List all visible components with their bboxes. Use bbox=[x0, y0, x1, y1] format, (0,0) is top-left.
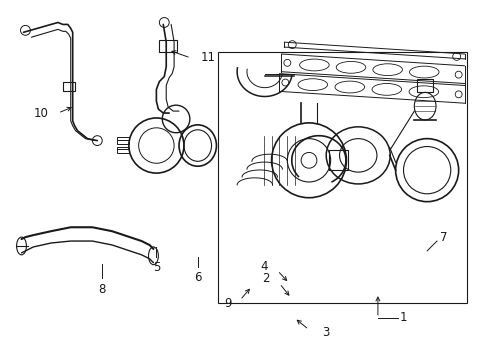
Bar bbox=[117, 137, 129, 144]
Text: 5: 5 bbox=[153, 261, 160, 274]
Bar bbox=[63, 82, 74, 91]
Text: 2: 2 bbox=[262, 272, 270, 285]
Text: 1: 1 bbox=[399, 311, 407, 324]
Bar bbox=[417, 78, 433, 93]
Text: 9: 9 bbox=[225, 297, 232, 310]
Text: 7: 7 bbox=[440, 231, 447, 244]
Text: 3: 3 bbox=[322, 326, 329, 339]
Bar bbox=[117, 147, 129, 153]
Text: 6: 6 bbox=[194, 271, 201, 284]
Text: 8: 8 bbox=[98, 283, 106, 296]
Text: 10: 10 bbox=[33, 107, 48, 120]
Text: 4: 4 bbox=[260, 260, 268, 273]
Bar bbox=[219, 52, 466, 303]
Text: 11: 11 bbox=[201, 51, 216, 64]
Bar bbox=[159, 40, 177, 52]
Bar bbox=[329, 150, 348, 170]
